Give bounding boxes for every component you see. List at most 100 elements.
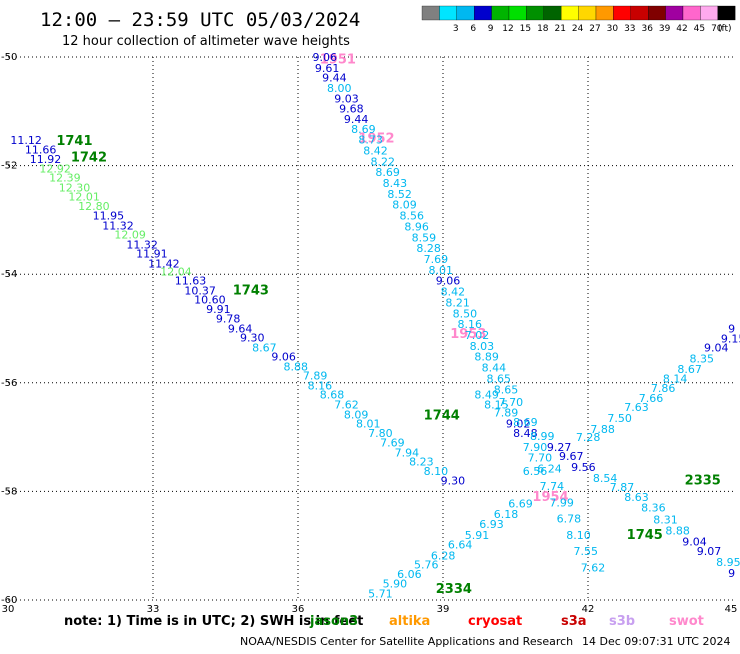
swh-value: 7.86 — [651, 382, 676, 395]
swh-value: 8.56 — [400, 210, 425, 223]
swh-value: 8.31 — [653, 514, 678, 527]
swh-value: 9.61 — [315, 62, 340, 75]
y-tick-label: -56 — [1, 378, 17, 389]
swh-value: 8.00 — [327, 82, 352, 95]
swh-value: 8.69 — [513, 416, 538, 429]
swh-value: 5.71 — [368, 587, 393, 600]
swh-value: 9 — [728, 323, 735, 336]
scale-tick-label: 45 — [694, 24, 705, 34]
swh-value: 6.18 — [494, 508, 519, 521]
footer-credit: NOAA/NESDIS Center for Satellite Applica… — [240, 635, 573, 648]
swh-value: 8.16 — [308, 380, 333, 393]
swh-value: 6.78 — [557, 513, 582, 526]
swh-value: 8.09 — [344, 408, 369, 421]
swh-value: 8.10 — [566, 529, 591, 542]
y-tick-label: -60 — [1, 595, 17, 606]
swh-value: 7.66 — [639, 392, 664, 405]
scale-tick-label: 12 — [502, 24, 513, 34]
scale-unit-label: (ft) — [718, 24, 732, 34]
scale-tick-label: 30 — [607, 24, 619, 34]
x-tick-label: 33 — [147, 604, 160, 615]
swh-value: 7.28 — [576, 431, 601, 444]
swh-value: 8.99 — [530, 430, 555, 443]
pass-time-label: 1744 — [424, 408, 460, 423]
swh-value: 8.42 — [441, 286, 466, 299]
swh-value: 8.50 — [453, 307, 478, 320]
swh-value: 7.90 — [523, 441, 548, 454]
swh-value: 12.09 — [114, 229, 146, 242]
swh-value: 8.42 — [363, 144, 388, 157]
pass-time-label: 1742 — [71, 150, 107, 165]
chart-subtitle: 12 hour collection of altimeter wave hei… — [62, 34, 350, 49]
swh-value: 8.09 — [392, 199, 417, 212]
swh-value: 9.44 — [322, 72, 347, 85]
x-tick-label: 39 — [437, 604, 450, 615]
swh-value: 8.36 — [641, 502, 666, 515]
swh-value: 7.80 — [368, 427, 393, 440]
observation-values: 11.1211.6611.9212.9212.3912.3012.0112.80… — [10, 51, 740, 600]
pass-time-label: 1954 — [532, 490, 568, 505]
satellite-label: altika — [389, 614, 430, 629]
swh-value: 7.88 — [590, 423, 615, 436]
scale-swatch — [474, 5, 492, 21]
swh-value: 9.03 — [334, 92, 359, 105]
swh-value: 8.88 — [284, 361, 309, 374]
satellite-legend: jason3 altika cryosat s3a s3b swot — [309, 614, 704, 629]
y-tick-label: -50 — [1, 52, 17, 63]
swh-value: 12.30 — [59, 181, 91, 194]
swh-value: 8.73 — [358, 134, 383, 147]
x-tick-label: 30 — [2, 604, 15, 615]
swh-value: 8.67 — [252, 342, 276, 355]
swh-value: 7.69 — [424, 253, 449, 266]
x-tick-label: 36 — [292, 604, 305, 615]
swh-value: 11.92 — [30, 153, 62, 166]
swh-value: 9.04 — [704, 342, 729, 355]
swh-value: 7.69 — [380, 437, 405, 450]
scale-tick-label: 3 — [453, 24, 459, 34]
swh-value: 8.16 — [458, 318, 483, 331]
pass-time-label: 1951 — [320, 53, 356, 68]
swh-value: 12.01 — [68, 191, 100, 204]
swh-value: 9.30 — [240, 332, 265, 345]
satellite-label: s3a — [561, 614, 587, 629]
satellite-label: swot — [669, 614, 704, 629]
scale-swatch — [456, 5, 475, 21]
swh-value: 8.43 — [383, 177, 408, 190]
swh-value: 5.90 — [383, 578, 408, 591]
swh-value: 9.67 — [559, 450, 584, 463]
swh-value: 9 — [728, 567, 735, 580]
swh-value: 8.01 — [429, 264, 454, 277]
swh-value: 7.70 — [499, 396, 524, 409]
swh-value: 9.02 — [506, 418, 531, 431]
swh-value: 6.93 — [479, 518, 504, 531]
swh-value: 8.95 — [716, 556, 740, 569]
swh-value: 6.28 — [431, 549, 456, 562]
swh-value: 5.76 — [414, 559, 439, 572]
pass-time-label: 2335 — [685, 474, 721, 489]
swh-value: 6.64 — [448, 539, 473, 552]
scale-tick-label: 70 — [711, 24, 723, 34]
swh-value: 8.44 — [482, 362, 507, 375]
color-scale-legend: 3 6 9 12 15 18 21 24 27 30 33 36 39 42 45 70(ft) — [421, 5, 736, 34]
swh-value: 8.96 — [404, 220, 429, 233]
y-tick-label: -54 — [1, 269, 17, 280]
swh-value: 5.91 — [465, 529, 490, 542]
swh-value: 11.42 — [148, 257, 180, 270]
swh-value: 8.49 — [474, 389, 499, 402]
swh-value: 10.37 — [184, 284, 216, 297]
satellite-label: jason3 — [309, 614, 358, 629]
pass-time-label: 1741 — [56, 134, 92, 149]
swh-value: 8.15 — [484, 399, 509, 412]
swh-value: 7.87 — [610, 481, 635, 494]
swh-value: 8.65 — [494, 383, 519, 396]
scale-tick-label: 18 — [537, 24, 549, 34]
plot-area: 30 33 36 39 42 45 -50 -52 -54 -56 -58 -60 — [1, 52, 737, 615]
pass-time-label: 1953 — [450, 327, 486, 342]
scale-swatch — [526, 5, 544, 21]
swh-value: 8.23 — [409, 456, 434, 469]
swh-value: 7.62 — [581, 561, 606, 574]
swh-value: 12.92 — [39, 162, 71, 175]
